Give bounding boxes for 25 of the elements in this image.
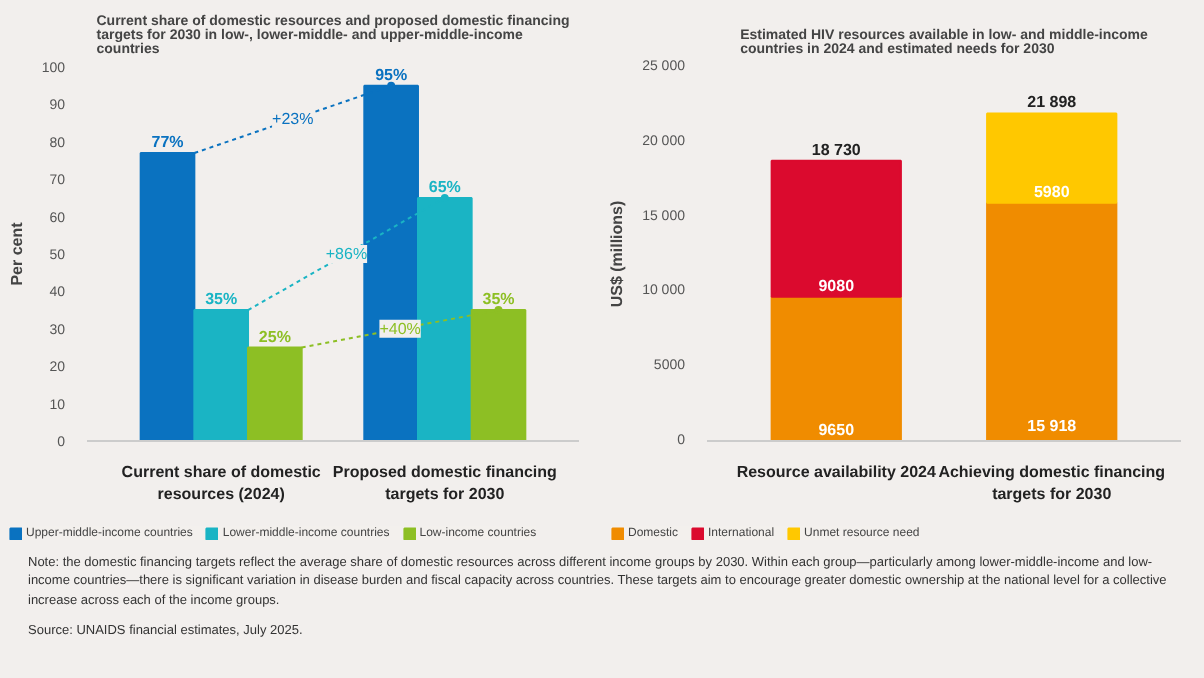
total-label: 21 898 bbox=[1027, 93, 1078, 112]
bar bbox=[986, 112, 1118, 204]
x-tick-label: Resource availability 2024 bbox=[736, 463, 937, 481]
annotation: +23% bbox=[272, 110, 314, 129]
total-label: 18 730 bbox=[811, 140, 862, 159]
data-label: 5980 bbox=[1033, 182, 1071, 201]
annotation: +86% bbox=[325, 245, 368, 263]
y-axis-title: Per cent bbox=[7, 221, 26, 286]
x-tick-label: Current share of domestic resources (2024) bbox=[121, 463, 322, 503]
annotation: +40% bbox=[379, 319, 421, 338]
data-label: 25% bbox=[258, 327, 291, 346]
data-label: 95% bbox=[375, 65, 408, 84]
bar bbox=[770, 159, 902, 298]
x-tick-label: Achieving domestic financing targets for 2030 bbox=[938, 463, 1166, 503]
data-label: 9650 bbox=[818, 421, 856, 439]
data-label: 9080 bbox=[818, 276, 856, 295]
x-tick-label: Proposed domestic financing targets for 2030 bbox=[332, 463, 558, 503]
y-axis-title: US$ (millions) bbox=[608, 199, 627, 308]
bar bbox=[770, 295, 902, 441]
data-label: 35% bbox=[205, 290, 238, 309]
data-label: 77% bbox=[151, 133, 184, 152]
bar bbox=[986, 201, 1118, 441]
data-label: 35% bbox=[482, 290, 515, 309]
data-label: 65% bbox=[428, 177, 461, 196]
data-label: 15 918 bbox=[1027, 417, 1078, 435]
